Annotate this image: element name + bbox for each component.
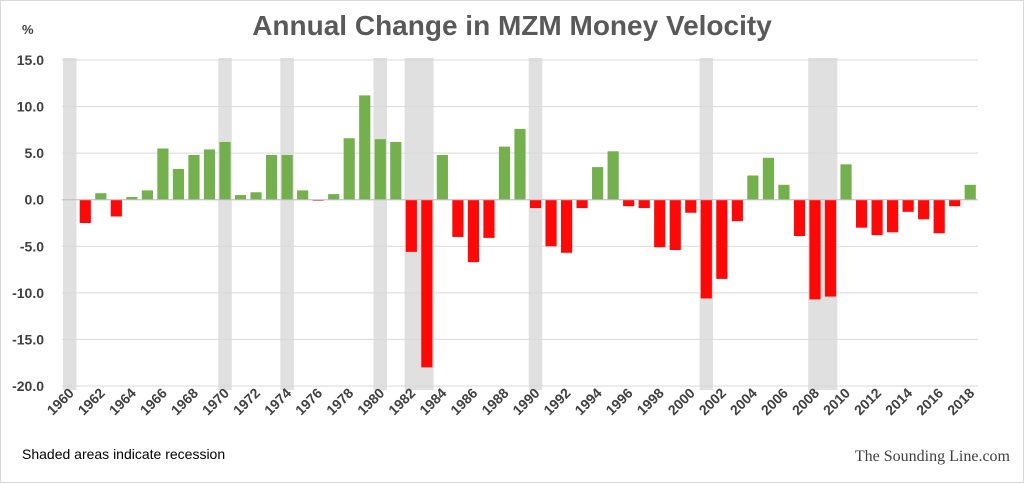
y-tick-label: -15.0 — [12, 331, 44, 347]
y-tick-label: 15.0 — [17, 52, 44, 68]
bar-2012 — [871, 199, 883, 236]
bar-1996 — [623, 199, 635, 207]
recession-band-5 — [528, 58, 543, 390]
bar-2003 — [731, 199, 743, 222]
watermark: The Sounding Line.com — [854, 448, 1010, 465]
bar-2009 — [824, 199, 837, 297]
bar-2008 — [809, 199, 821, 300]
recession-band-1 — [218, 58, 232, 390]
bar-1977 — [328, 194, 340, 200]
bar-1961 — [79, 199, 91, 223]
x-tick-label-1966: 1966 — [137, 385, 170, 418]
bar-1994 — [592, 167, 604, 200]
bar-1963 — [110, 199, 122, 217]
x-tick-label-1968: 1968 — [168, 385, 201, 418]
bar-1986 — [467, 199, 480, 263]
bar-1990 — [529, 199, 542, 209]
x-tick-label-2018: 2018 — [944, 385, 977, 418]
bar-2004 — [747, 175, 759, 200]
bar-2002 — [716, 199, 728, 279]
bar-1970 — [219, 141, 231, 200]
x-tick-label-1978: 1978 — [323, 385, 356, 418]
bar-1984 — [436, 155, 448, 200]
x-tick-label-2006: 2006 — [758, 385, 791, 418]
bar-1969 — [203, 149, 216, 200]
y-unit-label: % — [22, 22, 34, 37]
y-tick-label: -20.0 — [12, 378, 44, 394]
x-tick-label-1964: 1964 — [106, 385, 139, 418]
bar-1972 — [250, 192, 262, 200]
recession-note: Shaded areas indicate recession — [22, 446, 226, 462]
bar-1992 — [560, 199, 573, 253]
bar-1999 — [669, 199, 681, 251]
bar-1981 — [390, 141, 402, 200]
bar-2016 — [933, 199, 945, 234]
bar-2001 — [700, 199, 712, 299]
bar-1980 — [374, 139, 386, 200]
bar-1995 — [607, 151, 619, 200]
y-tick-label: 5.0 — [25, 145, 45, 161]
bar-2007 — [793, 199, 806, 237]
bar-2000 — [685, 199, 697, 213]
recession-band-2 — [280, 58, 294, 390]
x-tick-label-1962: 1962 — [75, 385, 108, 418]
x-tick-label-2014: 2014 — [882, 385, 915, 418]
bar-1979 — [359, 95, 371, 200]
bar-1964 — [126, 196, 138, 200]
bar-1983 — [421, 199, 433, 368]
bar-2005 — [762, 157, 774, 200]
bar-2014 — [902, 199, 914, 212]
bar-1966 — [157, 148, 169, 200]
x-tick-label-2004: 2004 — [727, 385, 760, 418]
x-tick-label-1998: 1998 — [634, 385, 667, 418]
x-tick-label-2012: 2012 — [851, 385, 884, 418]
bar-1988 — [498, 146, 511, 200]
x-tick-label-1976: 1976 — [292, 385, 325, 418]
bar-1987 — [483, 199, 495, 238]
y-tick-label: 10.0 — [17, 99, 44, 115]
bar-1991 — [545, 199, 557, 247]
x-tick-label-2000: 2000 — [665, 385, 698, 418]
x-tick-label-1994: 1994 — [571, 385, 604, 418]
bar-2013 — [887, 199, 899, 233]
recession-band-0 — [63, 58, 77, 390]
bar-1975 — [297, 190, 309, 200]
bar-1997 — [638, 199, 650, 209]
bar-2006 — [778, 184, 790, 200]
bar-1973 — [266, 155, 278, 200]
bar-1998 — [654, 199, 666, 248]
bar-2011 — [855, 199, 868, 228]
bar-1971 — [234, 195, 247, 200]
bar-1993 — [576, 199, 588, 209]
y-tick-label: -10.0 — [12, 285, 44, 301]
bar-2015 — [918, 199, 930, 220]
bar-1985 — [452, 199, 464, 237]
bar-2018 — [964, 184, 976, 200]
y-tick-label: -5.0 — [20, 238, 44, 254]
bar-1982 — [405, 199, 417, 252]
bar-1974 — [281, 155, 293, 200]
bar-2017 — [949, 199, 961, 207]
x-tick-label-2016: 2016 — [913, 385, 946, 418]
bar-1968 — [188, 155, 200, 200]
bar-1967 — [172, 168, 185, 200]
bar-1965 — [141, 190, 153, 200]
x-tick-label-1996: 1996 — [602, 385, 635, 418]
bar-1989 — [514, 128, 526, 200]
x-tick-label-1992: 1992 — [540, 385, 573, 418]
y-tick-label: 0.0 — [25, 192, 45, 208]
bar-2010 — [840, 164, 852, 200]
x-tick-label-1972: 1972 — [230, 385, 263, 418]
bar-1962 — [95, 193, 107, 200]
recession-band-3 — [373, 58, 388, 390]
x-tick-label-1986: 1986 — [447, 385, 480, 418]
chart-title: Annual Change in MZM Money Velocity — [252, 10, 772, 41]
x-tick-label-1988: 1988 — [478, 385, 511, 418]
bar-1978 — [343, 138, 355, 200]
